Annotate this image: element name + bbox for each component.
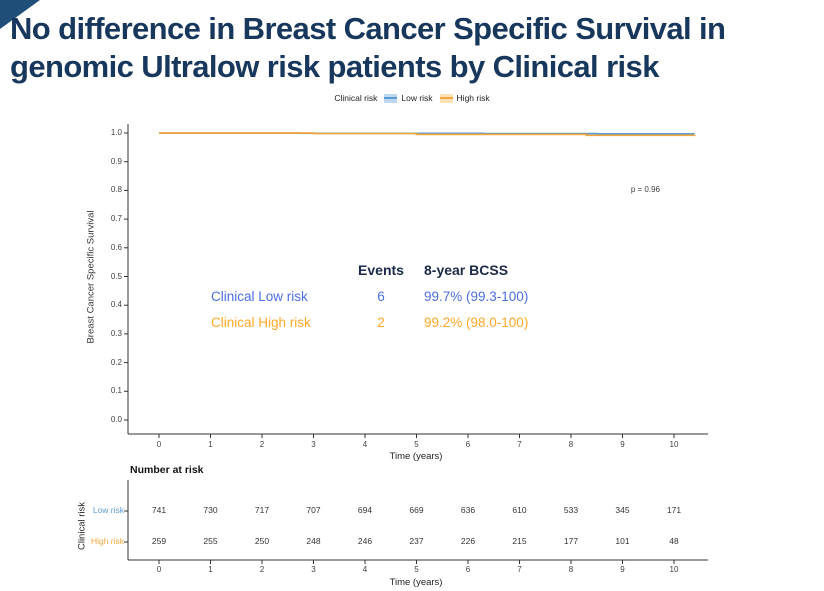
number-at-risk-title: Number at risk xyxy=(130,464,204,476)
risk-count: 717 xyxy=(254,505,270,515)
summary-row-label: Clinical Low risk xyxy=(211,289,308,304)
legend-item-label: Low risk xyxy=(401,93,433,103)
summary-row-label: Clinical High risk xyxy=(211,315,311,330)
high-risk-swatch-icon xyxy=(439,93,453,103)
risk-count: 694 xyxy=(357,505,373,515)
risk-x-tick-label: 4 xyxy=(362,565,368,574)
slide-title: No difference in Breast Cancer Specific … xyxy=(10,10,822,86)
risk-x-tick-label: 6 xyxy=(465,565,471,574)
risk-count: 255 xyxy=(203,536,218,546)
legend-item-low-risk: Low risk xyxy=(384,93,433,103)
km-curve-low-risk xyxy=(159,132,695,135)
risk-count: 48 xyxy=(669,536,679,546)
risk-x-tick-label: 2 xyxy=(259,565,265,574)
risk-count: 533 xyxy=(563,505,579,515)
risk-count: 345 xyxy=(615,505,630,515)
low-risk-swatch-icon xyxy=(384,93,398,103)
risk-x-axis-title: Time (years) xyxy=(389,577,443,588)
summary-row-bcss: 99.2% (98.0-100) xyxy=(424,315,529,330)
risk-count: 215 xyxy=(512,536,527,546)
x-tick-label: 0 xyxy=(156,440,162,449)
risk-x-tick-label: 0 xyxy=(156,565,162,574)
risk-count: 246 xyxy=(357,536,373,546)
risk-x-tick-label: 8 xyxy=(568,565,574,574)
x-axis-title: Time (years) xyxy=(389,451,443,462)
x-tick-label: 9 xyxy=(620,440,625,449)
risk-x-tick-label: 9 xyxy=(620,565,625,574)
risk-count: 171 xyxy=(666,505,682,515)
summary-row-events: 6 xyxy=(377,289,385,304)
risk-x-tick-label: 3 xyxy=(311,565,316,574)
risk-count: 610 xyxy=(512,505,527,515)
y-tick-label: 0.0 xyxy=(110,415,122,424)
risk-x-tick-label: 1 xyxy=(208,565,213,574)
risk-count: 669 xyxy=(409,505,424,515)
slide-title-line-1: No difference in Breast Cancer Specific … xyxy=(10,11,726,46)
risk-count: 707 xyxy=(306,505,321,515)
risk-count: 101 xyxy=(615,536,630,546)
risk-row-label-high: High risk xyxy=(90,536,124,546)
x-tick-label: 6 xyxy=(465,440,471,449)
risk-count: 226 xyxy=(460,536,476,546)
events-column-header: Events xyxy=(358,262,404,278)
x-tick-label: 5 xyxy=(414,440,419,449)
legend-item-label: High risk xyxy=(456,93,490,103)
p-value-annotation: p = 0.96 xyxy=(630,185,660,194)
risk-count: 259 xyxy=(151,536,167,546)
x-tick-label: 1 xyxy=(208,440,213,449)
x-tick-label: 4 xyxy=(362,440,368,449)
risk-count: 237 xyxy=(409,536,424,546)
y-tick-label: 0.6 xyxy=(110,242,122,252)
summary-row-events: 2 xyxy=(377,315,385,330)
risk-x-tick-label: 10 xyxy=(669,565,679,574)
x-tick-label: 8 xyxy=(568,440,574,449)
x-tick-label: 10 xyxy=(669,440,679,449)
risk-count: 250 xyxy=(254,536,270,546)
risk-row-label-low: Low risk xyxy=(92,505,124,515)
x-tick-label: 3 xyxy=(311,440,316,449)
legend-item-high-risk: High risk xyxy=(439,93,490,103)
y-tick-label: 0.7 xyxy=(110,214,122,224)
slide-title-line-2: genomic Ultralow risk patients by Clinic… xyxy=(10,49,659,84)
legend-title: Clinical risk xyxy=(334,93,378,103)
y-tick-label: 0.3 xyxy=(110,328,122,338)
y-tick-label: 0.4 xyxy=(110,300,122,310)
risk-count: 730 xyxy=(203,505,218,515)
risk-count: 741 xyxy=(151,505,167,515)
x-tick-label: 7 xyxy=(517,440,522,449)
x-tick-label: 2 xyxy=(259,440,265,449)
risk-count: 636 xyxy=(460,505,476,515)
risk-x-tick-label: 7 xyxy=(517,565,522,574)
km-legend: Clinical risk Low risk High risk xyxy=(0,93,824,103)
risk-x-tick-label: 5 xyxy=(414,565,419,574)
risk-count: 248 xyxy=(306,536,321,546)
summary-row-bcss: 99.7% (99.3-100) xyxy=(424,289,529,304)
y-tick-label: 0.8 xyxy=(110,185,122,195)
bcss-column-header: 8-year BCSS xyxy=(424,262,509,278)
y-tick-label: 0.1 xyxy=(110,386,122,396)
y-tick-label: 0.9 xyxy=(110,156,122,166)
y-tick-label: 0.5 xyxy=(110,271,122,281)
y-tick-label: 1.0 xyxy=(110,128,122,137)
y-tick-label: 0.2 xyxy=(110,357,122,367)
risk-count: 177 xyxy=(563,536,579,546)
km-curve-high-risk xyxy=(159,132,696,137)
